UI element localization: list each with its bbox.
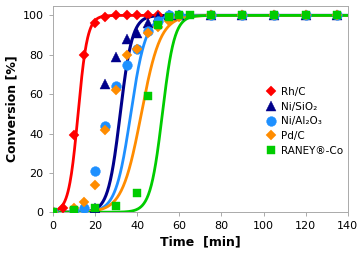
Pd/C bbox=[209, 14, 213, 17]
Rh/C bbox=[240, 14, 245, 17]
Rh/C bbox=[304, 14, 308, 17]
Pd/C bbox=[272, 14, 276, 17]
RANEY®-Co bbox=[304, 14, 308, 17]
Ni/Al₂O₃ bbox=[209, 14, 213, 17]
Pd/C bbox=[146, 31, 150, 35]
Pd/C bbox=[103, 128, 108, 131]
Line: RANEY®-Co: RANEY®-Co bbox=[48, 11, 341, 216]
Pd/C bbox=[82, 201, 87, 204]
Pd/C bbox=[335, 14, 340, 17]
Ni/SiO₂ bbox=[209, 14, 213, 17]
Rh/C bbox=[146, 14, 150, 17]
Rh/C bbox=[51, 211, 55, 214]
Line: Ni/SiO₂: Ni/SiO₂ bbox=[48, 10, 342, 217]
Ni/SiO₂ bbox=[93, 207, 97, 210]
Ni/Al₂O₃ bbox=[156, 20, 160, 23]
Pd/C bbox=[93, 183, 97, 186]
Rh/C bbox=[156, 14, 160, 17]
Ni/Al₂O₃ bbox=[335, 14, 340, 17]
RANEY®-Co bbox=[177, 14, 181, 17]
Pd/C bbox=[166, 20, 171, 23]
RANEY®-Co bbox=[335, 14, 340, 17]
Ni/SiO₂ bbox=[103, 83, 108, 86]
Ni/SiO₂ bbox=[124, 38, 129, 41]
Rh/C bbox=[93, 22, 97, 25]
Line: Pd/C: Pd/C bbox=[49, 12, 341, 216]
Ni/Al₂O₃ bbox=[103, 124, 108, 127]
Ni/SiO₂ bbox=[177, 14, 181, 17]
RANEY®-Co bbox=[240, 14, 245, 17]
Pd/C bbox=[114, 89, 118, 92]
RANEY®-Co bbox=[93, 207, 97, 210]
RANEY®-Co bbox=[114, 205, 118, 208]
Ni/SiO₂ bbox=[304, 14, 308, 17]
Ni/Al₂O₃ bbox=[272, 14, 276, 17]
RANEY®-Co bbox=[187, 14, 192, 17]
X-axis label: Time  [min]: Time [min] bbox=[160, 235, 241, 248]
Rh/C bbox=[82, 53, 87, 56]
Ni/SiO₂ bbox=[135, 31, 139, 35]
Pd/C bbox=[72, 207, 76, 210]
Pd/C bbox=[135, 47, 139, 50]
RANEY®-Co bbox=[135, 191, 139, 194]
RANEY®-Co bbox=[156, 24, 160, 27]
Rh/C bbox=[114, 14, 118, 17]
Ni/SiO₂ bbox=[335, 14, 340, 17]
Ni/Al₂O₃ bbox=[114, 85, 118, 88]
Rh/C bbox=[272, 14, 276, 17]
Legend: Rh/C, Ni/SiO₂, Ni/Al₂O₃, Pd/C, RANEY®-Co: Rh/C, Ni/SiO₂, Ni/Al₂O₃, Pd/C, RANEY®-Co bbox=[263, 85, 346, 158]
Pd/C bbox=[51, 211, 55, 214]
Ni/SiO₂ bbox=[240, 14, 245, 17]
Pd/C bbox=[177, 16, 181, 19]
Pd/C bbox=[240, 14, 245, 17]
Ni/Al₂O₃ bbox=[51, 211, 55, 214]
Ni/SiO₂ bbox=[51, 211, 55, 214]
Rh/C bbox=[61, 207, 66, 210]
Rh/C bbox=[124, 14, 129, 17]
Ni/Al₂O₃ bbox=[146, 30, 150, 33]
Ni/Al₂O₃ bbox=[135, 47, 139, 50]
Ni/Al₂O₃ bbox=[166, 14, 171, 17]
Rh/C bbox=[103, 16, 108, 19]
Line: Rh/C: Rh/C bbox=[49, 12, 341, 216]
RANEY®-Co bbox=[72, 209, 76, 212]
Pd/C bbox=[156, 26, 160, 29]
Ni/SiO₂ bbox=[272, 14, 276, 17]
Ni/Al₂O₃ bbox=[82, 207, 87, 210]
Ni/Al₂O₃ bbox=[93, 169, 97, 172]
Ni/SiO₂ bbox=[166, 14, 171, 17]
Ni/Al₂O₃ bbox=[304, 14, 308, 17]
Rh/C bbox=[335, 14, 340, 17]
Rh/C bbox=[72, 134, 76, 137]
Y-axis label: Conversion [%]: Conversion [%] bbox=[5, 56, 19, 162]
RANEY®-Co bbox=[51, 211, 55, 214]
RANEY®-Co bbox=[209, 14, 213, 17]
Pd/C bbox=[124, 53, 129, 56]
Ni/Al₂O₃ bbox=[72, 209, 76, 212]
Ni/Al₂O₃ bbox=[240, 14, 245, 17]
Ni/SiO₂ bbox=[72, 209, 76, 212]
Rh/C bbox=[135, 14, 139, 17]
Ni/SiO₂ bbox=[146, 22, 150, 25]
Line: Ni/Al₂O₃: Ni/Al₂O₃ bbox=[48, 10, 342, 217]
Rh/C bbox=[209, 14, 213, 17]
Pd/C bbox=[304, 14, 308, 17]
Ni/SiO₂ bbox=[114, 55, 118, 58]
Ni/SiO₂ bbox=[156, 16, 160, 19]
RANEY®-Co bbox=[166, 16, 171, 19]
RANEY®-Co bbox=[272, 14, 276, 17]
Rh/C bbox=[177, 14, 181, 17]
Ni/Al₂O₃ bbox=[177, 14, 181, 17]
RANEY®-Co bbox=[146, 94, 150, 98]
Ni/Al₂O₃ bbox=[124, 63, 129, 66]
